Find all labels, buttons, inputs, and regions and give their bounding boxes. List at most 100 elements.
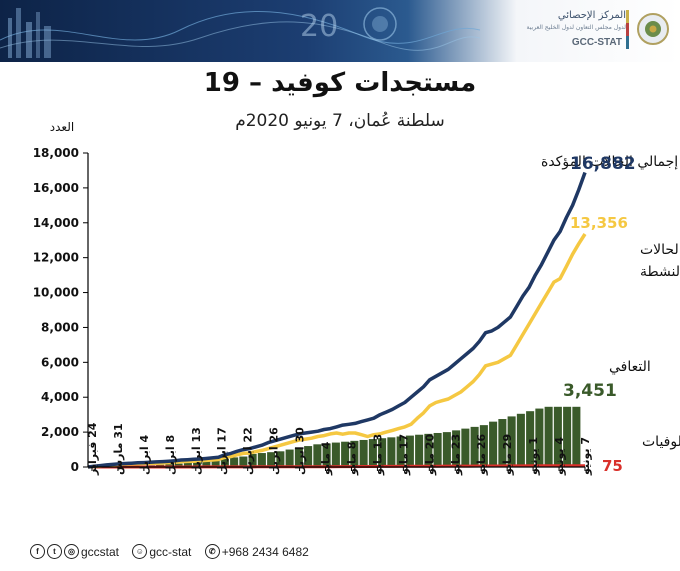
legend-total-cases: إجمالي الحالات المؤكدة <box>541 154 678 170</box>
x-tick-label: 22 ابريل <box>242 427 255 475</box>
social-handle: gccstat <box>81 544 120 559</box>
snapchat-handle: gcc-stat <box>149 544 192 559</box>
recovered-bar <box>294 447 303 467</box>
footer: f t ◎ gccstat ☺ gcc-stat ✆ +968 2434 6482 <box>30 544 319 560</box>
recovered-bar <box>378 438 387 467</box>
x-tick-label: 13 مايو <box>371 434 384 476</box>
x-tick-label: 23 مايو <box>449 434 462 476</box>
logo-divider-icon <box>626 10 629 49</box>
end-label-active: 13,356 <box>570 214 628 232</box>
y-tick-label: 0 <box>71 460 79 474</box>
x-tick-label: 4 ابريل <box>138 434 151 475</box>
recovered-bar <box>174 463 183 467</box>
recovered-bar <box>489 421 498 467</box>
end-label-deaths: 75 <box>602 457 623 475</box>
recovered-bar <box>433 432 442 467</box>
y-tick-label: 8,000 <box>41 320 79 334</box>
org-name-en: GCC-STAT <box>571 37 622 48</box>
y-tick-label: 2,000 <box>41 425 79 439</box>
total-cases-line <box>87 171 587 469</box>
legend-active-cases: النشطة <box>640 264 680 280</box>
recovered-bar <box>563 406 572 467</box>
banner-decoration: 20 <box>0 7 480 58</box>
chart-subtitle: سلطنة عُمان، 7 يونيو 2020م <box>235 111 445 131</box>
recovered-bar <box>304 446 313 467</box>
recovered-bar <box>415 434 424 467</box>
x-tick-label: 20 مايو <box>423 434 436 476</box>
recovered-bar <box>461 428 470 467</box>
recovered-bar <box>526 411 535 467</box>
recovered-bar <box>350 440 359 467</box>
whatsapp-icon[interactable]: ✆ <box>204 544 220 560</box>
y-tick-label: 4,000 <box>41 390 79 404</box>
legend-recovered: التعافي <box>609 359 651 375</box>
recovered-bar <box>230 457 239 467</box>
x-tick-label: 13 ابريل <box>190 427 203 475</box>
y-tick-label: 6,000 <box>41 355 79 369</box>
x-tick-label: 26 ابريل <box>268 427 281 475</box>
recovered-bar <box>498 419 507 467</box>
recovered-bar <box>193 462 202 467</box>
recovered-bar <box>267 452 276 467</box>
end-label-recovered: 3,451 <box>563 381 617 401</box>
x-tick-label: 8 ابريل <box>164 435 177 475</box>
y-tick-label: 10,000 <box>33 286 79 300</box>
recovered-bar <box>535 408 544 467</box>
recovered-bar <box>507 416 516 467</box>
recovered-bar <box>322 443 331 467</box>
x-tick-label: 4 مايو <box>320 441 333 476</box>
recovered-bar <box>572 406 581 467</box>
twitter-icon[interactable]: t <box>47 544 62 560</box>
instagram-icon[interactable]: ◎ <box>64 544 79 560</box>
x-tick-label: 31 مارس <box>112 423 125 475</box>
phone-number: +968 2434 6482 <box>221 544 309 559</box>
recovered-bar <box>368 439 377 467</box>
recovered-bar <box>220 458 229 467</box>
x-tick-label: 30 ابريل <box>294 427 307 475</box>
recovered-bar <box>313 444 322 467</box>
x-tick-label: 7 يونيو <box>579 437 592 476</box>
recovered-bar <box>452 430 461 467</box>
org-subtitle-ar: لدول مجلس التعاون لدول الخليج العربية <box>526 24 627 31</box>
recovered-bar <box>424 433 433 467</box>
header-banner: 20 المركز الإحصائي لدول مجلس التعاون لدو… <box>0 0 680 62</box>
recovered-bar <box>387 437 396 467</box>
recovered-bar <box>285 449 294 467</box>
recovered-bar <box>276 451 285 467</box>
recovered-bar <box>331 442 340 467</box>
y-tick-label: 16,000 <box>33 181 79 195</box>
recovered-bar <box>516 413 525 467</box>
chart-title: مستجدات كوفيد – 19 <box>203 68 477 98</box>
recovered-bar <box>202 460 211 467</box>
recovered-bar <box>470 426 479 467</box>
end-label-total: 16,882 <box>570 154 636 174</box>
y-tick-label: 14,000 <box>33 216 79 230</box>
recovered-bar <box>239 456 248 467</box>
recovered-bar <box>183 462 192 467</box>
recovered-bar <box>405 435 414 467</box>
legend-active-cases: الحالات <box>640 242 680 258</box>
snapchat-icon[interactable]: ☺ <box>132 544 148 560</box>
recovered-bar <box>257 453 266 467</box>
gcc-emblem-icon <box>637 13 669 45</box>
facebook-icon[interactable]: f <box>30 544 45 560</box>
recovered-bar <box>442 432 451 467</box>
recovered-bar <box>544 406 553 467</box>
recovered-bar <box>248 453 257 467</box>
y-tick-label: 12,000 <box>33 251 79 265</box>
recovered-bar <box>359 439 368 467</box>
recovered-bar <box>211 459 220 467</box>
recovered-bar <box>553 406 562 467</box>
x-tick-label: 17 مايو <box>397 434 410 476</box>
y-tick-label: 18,000 <box>33 146 79 160</box>
x-tick-label: 29 مايو <box>501 434 514 476</box>
banner-decor-text: 20 <box>300 9 338 44</box>
x-tick-label: 26 مايو <box>475 434 488 476</box>
x-tick-label: 1 يونيو <box>527 437 540 476</box>
org-name-ar: المركز الإحصائي <box>557 10 626 21</box>
x-tick-label: 8 مايو <box>345 442 358 476</box>
virus-icon <box>363 7 397 41</box>
recovered-bar <box>341 441 350 467</box>
legend-deaths: الوفيات <box>642 434 680 450</box>
